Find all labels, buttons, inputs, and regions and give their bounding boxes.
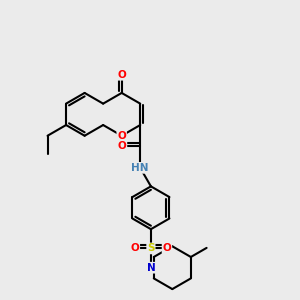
Text: N: N [146,263,155,273]
Text: O: O [118,141,126,152]
Text: O: O [163,243,171,254]
Text: S: S [147,243,155,254]
Text: O: O [117,70,126,80]
Text: O: O [117,131,126,141]
Text: HN: HN [131,163,149,173]
Text: O: O [130,243,139,254]
